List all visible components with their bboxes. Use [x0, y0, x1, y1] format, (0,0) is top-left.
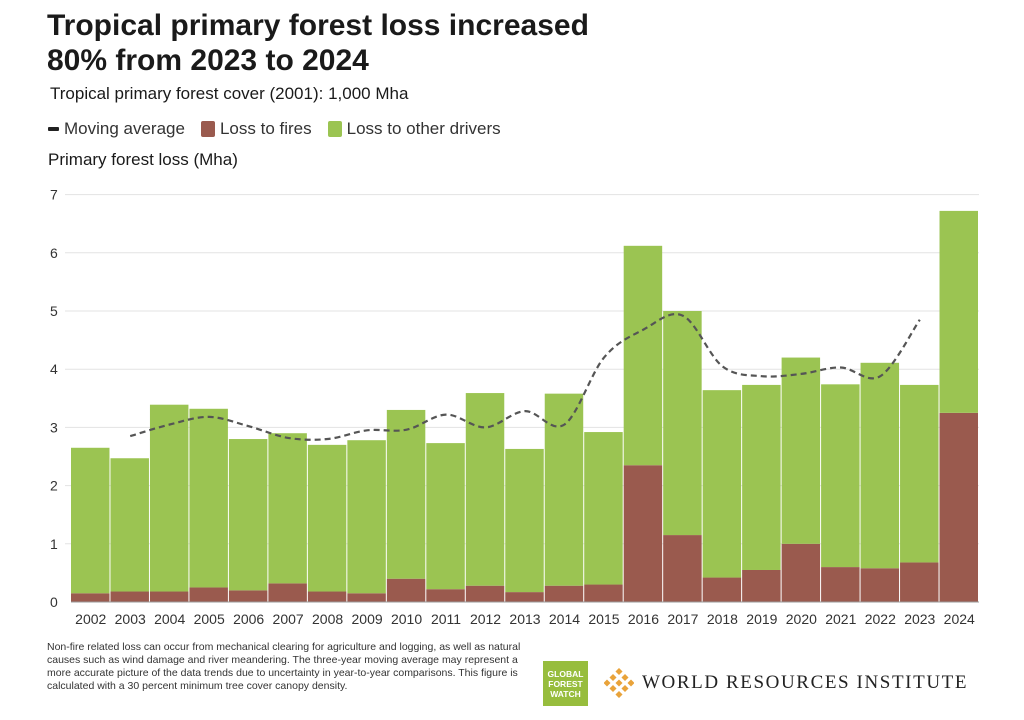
bar-other-2005	[189, 408, 228, 588]
bar-fires-2014	[544, 585, 584, 602]
y-tick-label-2: 2	[50, 478, 58, 494]
bar-fires-2009	[347, 593, 386, 602]
legend-label-other: Loss to other drivers	[346, 119, 501, 138]
bar-fires-2023	[900, 562, 939, 602]
x-tick-label-2023: 2023	[904, 611, 935, 627]
y-tick-label-4: 4	[50, 361, 58, 377]
bar-other-2006	[228, 439, 268, 591]
bar-other-2022	[860, 362, 900, 569]
bar-fires-2016	[623, 465, 663, 602]
x-tick-label-2014: 2014	[549, 611, 580, 627]
gfw-logo-line-1: GLOBAL	[547, 668, 584, 679]
x-tick-label-2002: 2002	[75, 611, 106, 627]
x-tick-label-2011: 2011	[431, 611, 461, 627]
bar-fires-2012	[465, 585, 505, 602]
bar-fires-2018	[702, 577, 742, 602]
wri-logo-text: WORLD RESOURCES INSTITUTE	[642, 672, 969, 693]
y-tick-label-0: 0	[50, 594, 58, 610]
y-tick-label-5: 5	[50, 303, 58, 319]
bar-other-2024	[939, 210, 978, 413]
bar-fires-2006	[228, 590, 268, 602]
legend-item-moving-average: Moving average	[48, 119, 185, 139]
y-axis-label: Primary forest loss (Mha)	[48, 150, 238, 169]
bar-fires-2013	[505, 592, 544, 602]
bar-fires-2011	[426, 589, 465, 602]
x-tick-label-2020: 2020	[786, 611, 817, 627]
bar-other-2019	[742, 384, 781, 570]
x-tick-label-2021: 2021	[825, 611, 856, 627]
bar-fires-2017	[663, 535, 702, 602]
x-tick-label-2022: 2022	[865, 611, 896, 627]
bar-fires-2019	[742, 569, 781, 602]
bar-fires-2004	[149, 591, 189, 602]
x-tick-label-2008: 2008	[312, 611, 343, 627]
gfw-logo: GLOBAL FOREST WATCH	[543, 661, 588, 706]
bar-other-2014	[544, 393, 584, 586]
legend-label-fires: Loss to fires	[219, 119, 312, 138]
y-tick-label-3: 3	[50, 419, 58, 435]
bar-other-2009	[347, 440, 386, 594]
wri-emblem-icon	[604, 668, 634, 698]
bar-other-2008	[307, 444, 347, 592]
x-tick-label-2006: 2006	[233, 611, 264, 627]
chart-subtitle: Tropical primary forest cover (2001): 1,…	[50, 84, 409, 103]
bar-other-2003	[110, 458, 149, 592]
bar-fires-2005	[189, 587, 228, 602]
bar-fires-2008	[307, 591, 347, 602]
gfw-logo-line-2: FOREST	[548, 678, 583, 689]
bar-fires-2024	[939, 412, 978, 602]
x-tick-label-2010: 2010	[391, 611, 422, 627]
x-tick-label-2003: 2003	[115, 611, 146, 627]
chart-title: Tropical primary forest loss increased 8…	[47, 9, 589, 77]
gfw-logo-line-3: WATCH	[550, 688, 581, 699]
x-tick-label-2024: 2024	[944, 611, 975, 627]
footnote: Non-fire related loss can occur from mec…	[47, 641, 521, 692]
x-tick-label-2013: 2013	[509, 611, 540, 627]
x-tick-label-2007: 2007	[273, 611, 304, 627]
bar-fires-2022	[860, 568, 900, 602]
bar-fires-2007	[268, 583, 307, 602]
bar-fires-2003	[110, 591, 149, 602]
x-tick-label-2005: 2005	[194, 611, 225, 627]
bar-other-2016	[623, 245, 663, 466]
bar-other-2010	[386, 409, 426, 579]
y-tick-label-7: 7	[50, 187, 58, 203]
legend-item-other: Loss to other drivers	[327, 119, 501, 139]
x-tick-label-2004: 2004	[154, 611, 185, 627]
y-tick-label-1: 1	[50, 536, 58, 552]
bar-other-2021	[821, 384, 860, 568]
bar-other-2015	[584, 432, 623, 585]
bar-other-2007	[268, 433, 307, 584]
bar-other-2004	[149, 404, 189, 592]
bar-fires-2021	[821, 567, 860, 602]
bar-other-2013	[505, 448, 544, 593]
legend-swatch-other	[327, 121, 342, 137]
bar-fires-2020	[781, 543, 821, 602]
legend-item-fires: Loss to fires	[200, 119, 312, 139]
bar-fires-2010	[386, 578, 426, 602]
bar-other-2023	[900, 384, 939, 563]
legend-swatch-moving-average	[48, 127, 59, 131]
bar-fires-2002	[71, 593, 110, 602]
wri-logo: WORLD RESOURCES INSTITUTE	[604, 668, 968, 698]
legend: Moving average Loss to fires Loss to oth…	[48, 119, 517, 139]
x-tick-label-2009: 2009	[352, 611, 383, 627]
bar-other-2018	[702, 390, 742, 578]
x-tick-label-2019: 2019	[746, 611, 777, 627]
bar-fires-2015	[584, 584, 623, 602]
x-tick-label-2012: 2012	[470, 611, 501, 627]
x-tick-label-2015: 2015	[588, 611, 619, 627]
bar-other-2020	[781, 357, 821, 544]
x-tick-label-2018: 2018	[707, 611, 738, 627]
x-tick-label-2016: 2016	[628, 611, 659, 627]
bar-other-2017	[663, 311, 702, 536]
bar-chart: 0 1 2 3 4 5 6 7 2002 2003 2004 2005 2006 2007 2008 2009…	[50, 187, 979, 627]
bar-other-2002	[71, 447, 110, 594]
legend-swatch-fires	[200, 121, 215, 137]
y-tick-label-6: 6	[50, 245, 58, 261]
x-tick-label-2017: 2017	[667, 611, 698, 627]
bar-other-2011	[426, 443, 465, 590]
moving-average-line	[129, 313, 921, 441]
legend-label-moving-average: Moving average	[64, 119, 185, 138]
